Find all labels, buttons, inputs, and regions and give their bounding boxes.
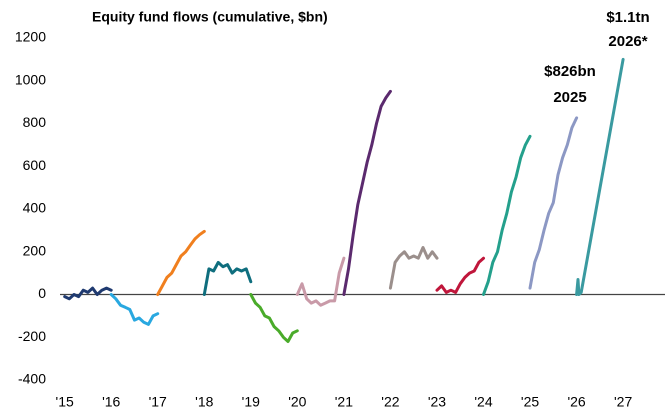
series-line (435, 256, 485, 294)
x-tick-label: '18 (195, 394, 213, 410)
annotation: $1.1tn (606, 9, 649, 26)
x-tick-label: '27 (614, 394, 632, 410)
x-tick-label: '24 (474, 394, 492, 410)
annotation: $826bn (544, 63, 596, 80)
series-line (482, 134, 532, 296)
x-tick-label: '21 (335, 394, 353, 410)
series-line (528, 116, 579, 290)
y-tick-label: 0 (38, 285, 46, 301)
y-tick-label: -400 (18, 371, 46, 387)
x-tick-label: '19 (242, 394, 260, 410)
x-tick-label: '16 (102, 394, 120, 410)
series-line (342, 89, 392, 296)
x-tick-label: '15 (56, 394, 74, 410)
series-line (388, 246, 439, 290)
y-tick-label: 600 (23, 157, 47, 173)
annotation: 2026* (608, 33, 647, 50)
y-tick-label: 1000 (15, 71, 46, 87)
y-tick-label: 1200 (15, 29, 46, 45)
series-line (109, 293, 160, 326)
chart-title: Equity fund flows (cumulative, $bn) (92, 9, 328, 25)
x-tick-label: '17 (149, 394, 167, 410)
x-tick-label: '25 (521, 394, 539, 410)
annotation: 2025 (553, 89, 586, 106)
series-line (249, 293, 299, 343)
x-tick-label: '23 (428, 394, 446, 410)
y-tick-label: 400 (23, 200, 47, 216)
y-tick-label: -200 (18, 328, 46, 344)
series-line (156, 229, 206, 296)
series-line (295, 256, 346, 307)
series-line (202, 260, 253, 296)
x-tick-label: '20 (288, 394, 306, 410)
series-line (575, 57, 625, 296)
x-tick-label: '26 (567, 394, 585, 410)
y-tick-label: 200 (23, 242, 47, 258)
y-tick-label: 800 (23, 114, 47, 130)
x-tick-label: '22 (381, 394, 399, 410)
series-line (63, 286, 113, 301)
